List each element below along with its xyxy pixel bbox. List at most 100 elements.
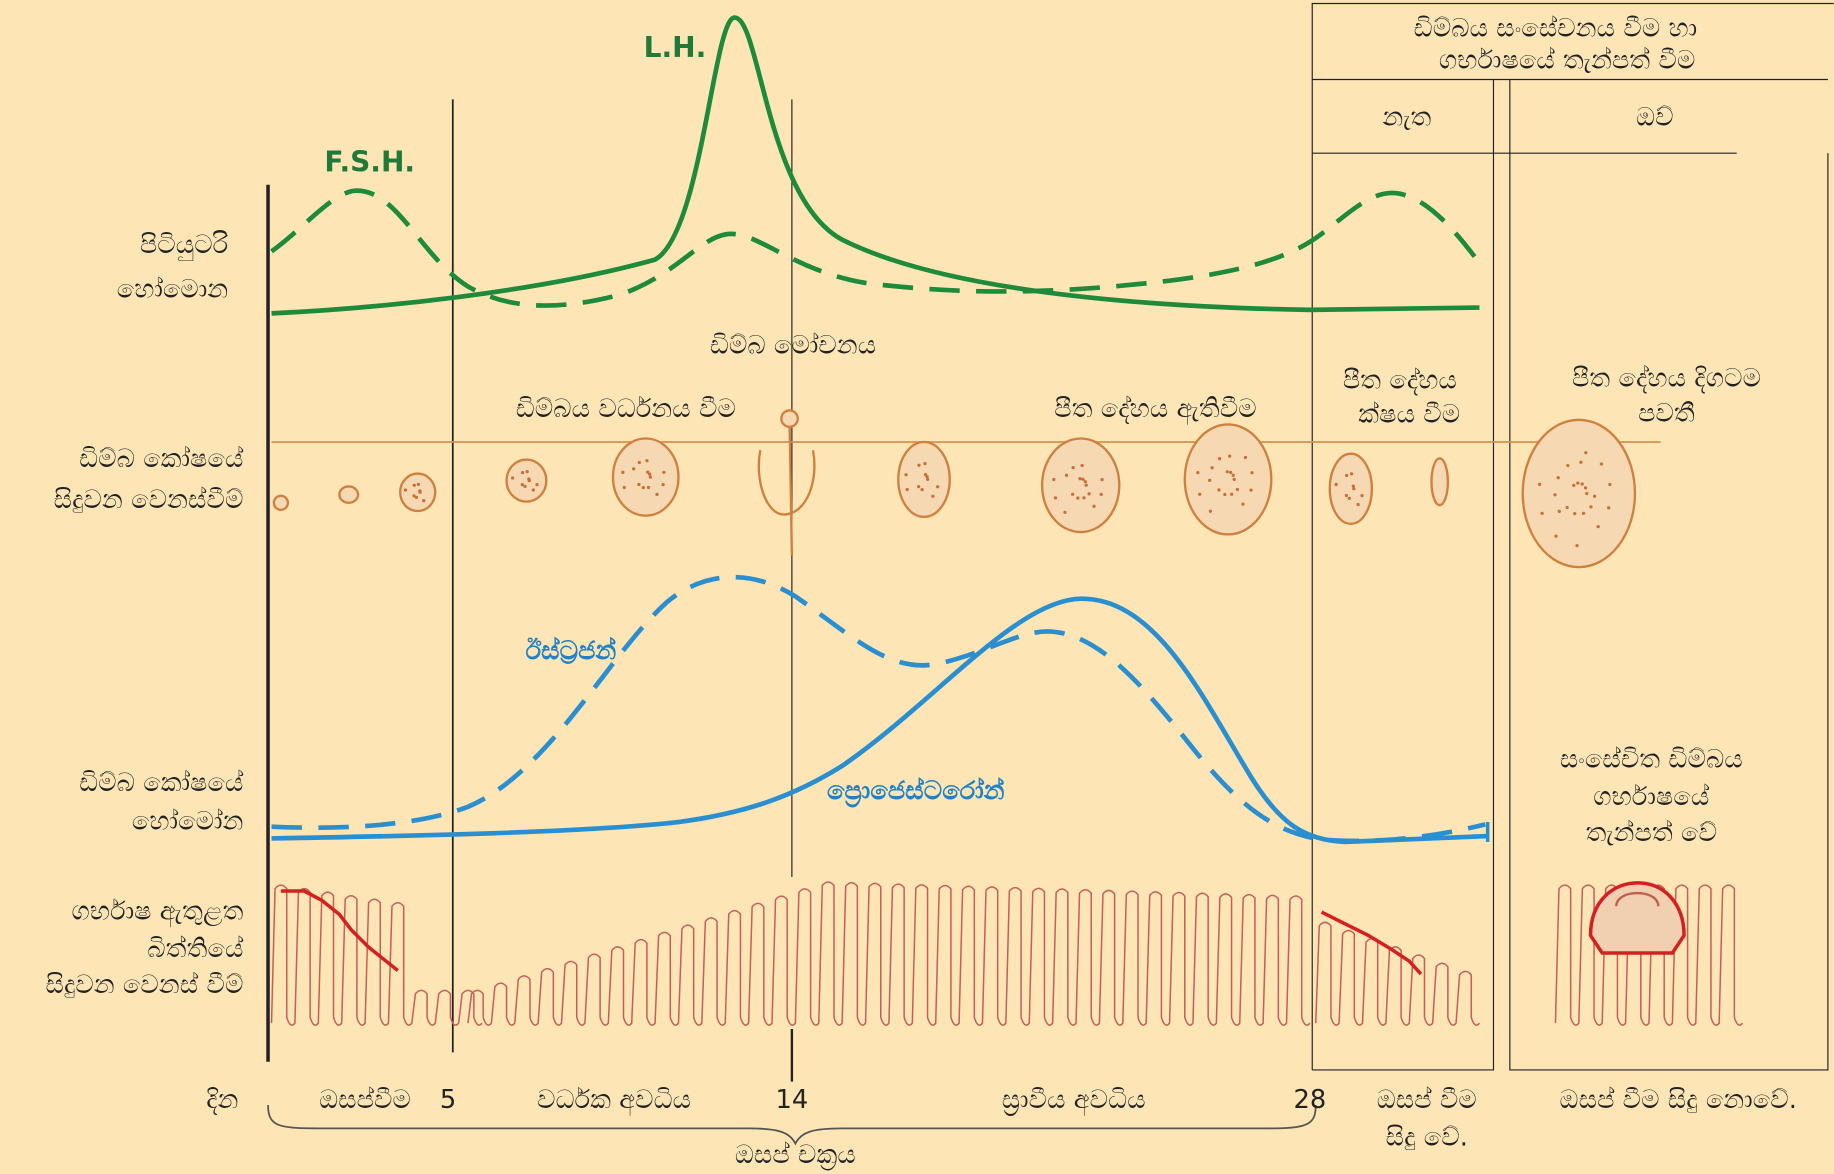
- follicle-dot: [662, 470, 666, 475]
- timeline-label: 14: [776, 1085, 809, 1115]
- annotation: සංසේචිත ඩිම්බය: [1560, 745, 1743, 775]
- follicle-dot: [1241, 502, 1245, 506]
- follicle-dot: [1230, 492, 1234, 496]
- timeline-label: ඔසප් චක්‍රය: [735, 1140, 856, 1171]
- follicle-dot: [1580, 482, 1584, 486]
- follicle-dot: [1566, 464, 1570, 468]
- follicle-dot: [647, 472, 652, 476]
- follicle: [897, 440, 951, 519]
- follicle-dot: [1334, 482, 1338, 487]
- bleeding-line: [280, 889, 399, 972]
- follicle-dot: [1064, 473, 1069, 477]
- follicle-dot: [520, 471, 525, 475]
- header: ඩිම්බය සංසේචනය වීම හා: [1414, 14, 1698, 44]
- follicle-dot: [1063, 510, 1067, 514]
- follicle-dot: [1608, 482, 1612, 487]
- follicle-dot: [936, 485, 940, 489]
- follicle-dot: [1053, 496, 1058, 500]
- follicle-dot: [414, 495, 419, 500]
- box: [1312, 79, 1495, 1071]
- follicle-dot: [632, 467, 636, 471]
- estrogen-label: ඊස්ට්‍රජන්: [525, 636, 616, 666]
- follicle-dot: [1540, 511, 1544, 515]
- follicle-dot: [622, 485, 626, 490]
- implant: [1588, 881, 1686, 955]
- follicle-dot: [531, 488, 535, 492]
- follicle-dot: [1585, 491, 1589, 496]
- follicle-dot: [1228, 454, 1232, 458]
- follicle-dot: [1360, 493, 1364, 498]
- follicle-dot: [1243, 455, 1248, 460]
- follicle-dot: [1225, 470, 1229, 474]
- annotation: පීත දේහය ඇතිවීම: [1054, 394, 1257, 425]
- follicle-dot: [1083, 480, 1087, 484]
- column-label: නැත: [1382, 103, 1431, 133]
- follicle-dot: [1087, 492, 1091, 496]
- follicle-dot: [1576, 481, 1580, 485]
- follicle-dot: [1078, 477, 1082, 481]
- timeline-label: ස්‍රාවීය අවධිය: [1002, 1085, 1146, 1116]
- follicle-dot: [917, 484, 921, 489]
- follicle-dot: [926, 477, 930, 482]
- follicle-dot: [1581, 511, 1586, 516]
- follicle-dot: [1198, 492, 1202, 496]
- annotation: ඩිම්බය වර්ධනය වීම: [516, 394, 736, 424]
- follicle-dot: [661, 482, 665, 487]
- fsh-label: F.S.H.: [324, 146, 415, 179]
- follicle-dot: [535, 483, 539, 487]
- follicle-dot: [931, 494, 935, 498]
- follicle-dot: [920, 488, 924, 492]
- annotation: ගර්භාෂයේ: [1593, 782, 1709, 812]
- follicle-dot: [1579, 460, 1583, 464]
- follicle-dot: [1345, 473, 1349, 478]
- row-label: ඩිම්බ කෝෂයේ: [79, 444, 243, 474]
- follicle: [338, 485, 360, 504]
- follicles: [272, 409, 1637, 569]
- follicle: [611, 437, 680, 517]
- follicle-dot: [923, 472, 928, 477]
- follicle-dot: [646, 485, 651, 490]
- annotation: පීත දේහය දිගටම: [1572, 363, 1761, 393]
- follicle: [1430, 457, 1450, 507]
- follicle-dot: [1231, 473, 1235, 477]
- follicle-dot: [418, 489, 422, 493]
- follicle-dot: [1250, 471, 1254, 475]
- follicle-dot: [1099, 492, 1103, 497]
- follicle-dot: [1210, 466, 1214, 470]
- follicle-dot: [646, 470, 650, 474]
- annotation: පවතී: [1638, 398, 1695, 428]
- follicle-dot: [412, 483, 416, 487]
- follicle-dot: [1583, 486, 1588, 490]
- annotation: තැන්පත් වේ: [1586, 818, 1717, 848]
- box: [1509, 79, 1829, 1071]
- follicle-dot: [1557, 509, 1561, 513]
- follicle-dot: [525, 470, 529, 474]
- row-label: හෝමෝන: [132, 807, 244, 837]
- follicle-dot: [1076, 496, 1080, 500]
- follicle-dot: [527, 477, 531, 481]
- timeline-label: ඔසප් වීම: [1377, 1085, 1477, 1115]
- follicle-dot: [1349, 472, 1354, 476]
- follicle-dot: [1351, 484, 1355, 488]
- follicle-dot: [641, 486, 645, 490]
- brace: [267, 1105, 1317, 1146]
- follicle: [505, 458, 548, 503]
- follicle-dot: [1080, 463, 1084, 468]
- progesterone-label: ප්‍රොජෙස්ටරෝන්: [827, 776, 1005, 809]
- follicle-dot: [1573, 511, 1577, 516]
- follicle-dot: [1599, 462, 1604, 466]
- follicle-dot: [1100, 477, 1104, 482]
- endometrium-wall: [1554, 884, 1744, 1026]
- follicle-dot: [1575, 543, 1579, 548]
- follicle-dot: [1235, 487, 1240, 492]
- row-label: ඩිම්බ කෝෂයේ: [79, 768, 243, 798]
- timeline-label: දින: [206, 1085, 238, 1115]
- row-label: පිටියුටරි: [140, 230, 229, 261]
- follicle-dot: [1352, 487, 1356, 491]
- follicle-dot: [1052, 477, 1056, 482]
- row-label: ගර්භාෂ ඇතුළත: [72, 897, 244, 928]
- follicle-dot: [1347, 496, 1351, 501]
- follicle-dot: [1344, 493, 1349, 498]
